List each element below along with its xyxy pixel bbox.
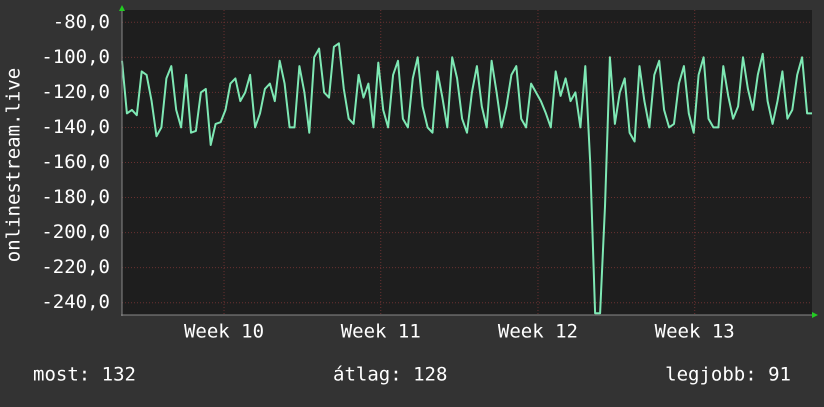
x-tick-label: Week 10 [184,321,264,343]
footer-average: átlag: 128 [333,364,447,386]
footer-best: legjobb: 91 [665,364,791,386]
y-tick-label: -160,0 [41,151,110,173]
footer-current: most: 132 [33,364,136,386]
data-line [121,42,812,315]
y-tick-label: -100,0 [41,46,110,68]
y-tick-label: -220,0 [41,256,110,278]
marks [121,42,812,315]
axis-arrow [119,5,125,11]
y-tick-label: -80,0 [53,11,110,33]
y-tick-label: -120,0 [41,81,110,103]
y-tick-label: -200,0 [41,221,110,243]
y-tick-label: -180,0 [41,186,110,208]
x-tick-label: Week 11 [341,321,421,343]
x-tick-label: Week 12 [498,321,578,343]
axis-arrow [812,312,818,318]
x-tick-label: Week 13 [655,321,735,343]
y-tick-label: -140,0 [41,116,110,138]
y-tick-label: -240,0 [41,291,110,313]
y-axis-label: onlinestream.live [3,68,25,262]
